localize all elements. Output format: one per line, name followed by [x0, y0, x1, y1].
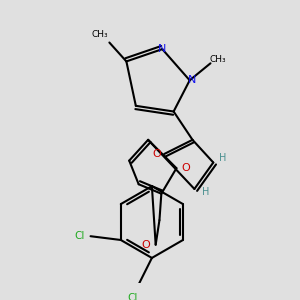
- Text: O: O: [182, 163, 190, 173]
- Text: H: H: [202, 187, 209, 197]
- Text: CH₃: CH₃: [210, 55, 226, 64]
- Text: N: N: [158, 44, 166, 54]
- Text: O: O: [142, 240, 151, 250]
- Text: H: H: [219, 153, 226, 163]
- Text: Cl: Cl: [128, 292, 138, 300]
- Text: CH₃: CH₃: [92, 31, 108, 40]
- Text: N: N: [188, 75, 196, 85]
- Text: Cl: Cl: [74, 231, 84, 241]
- Text: O: O: [152, 149, 161, 159]
